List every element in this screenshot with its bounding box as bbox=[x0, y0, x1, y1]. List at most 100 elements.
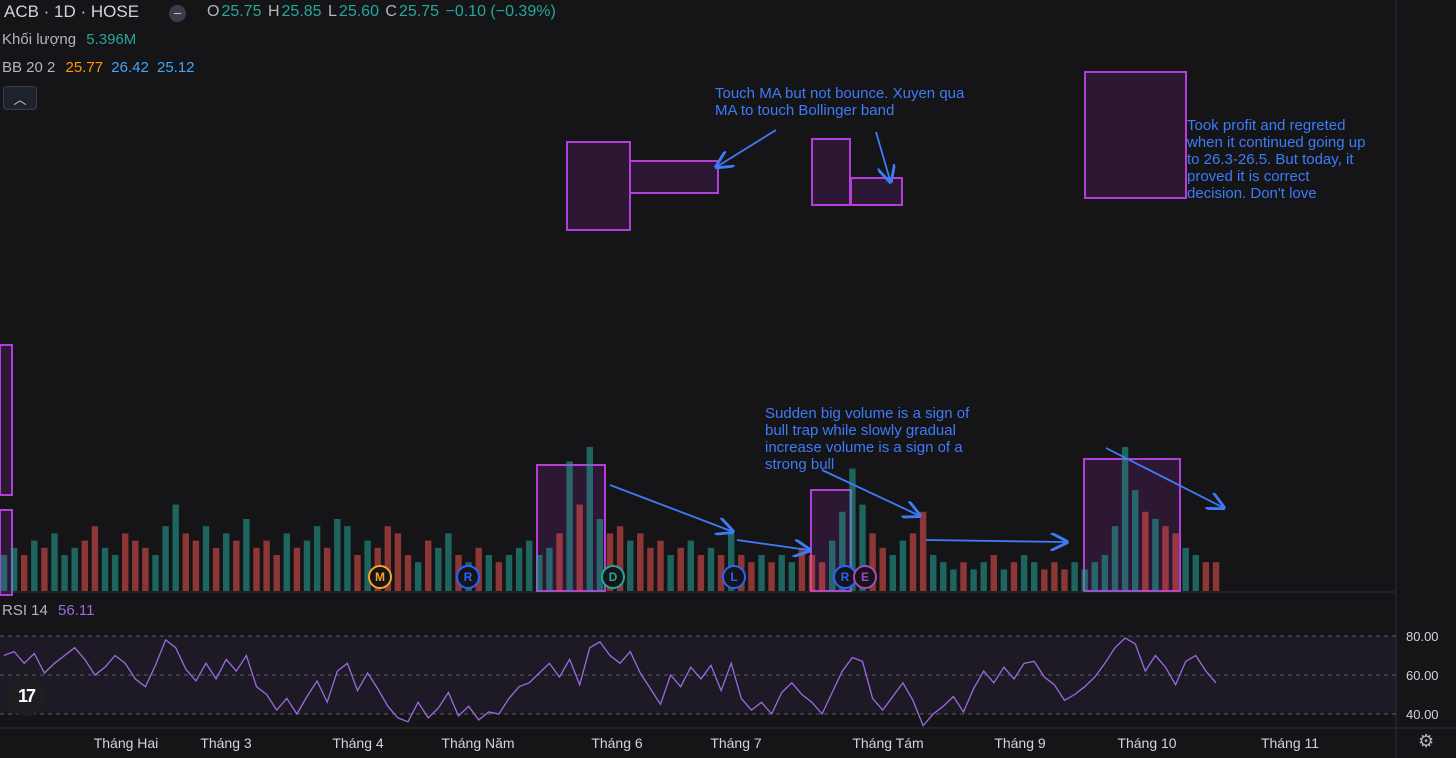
time-tick-label: Tháng 9 bbox=[994, 735, 1046, 751]
volume-bar bbox=[869, 533, 876, 591]
change-value: −0.10 (−0.39%) bbox=[445, 3, 556, 20]
volume-bar bbox=[1051, 562, 1058, 591]
low-label: L bbox=[328, 3, 337, 20]
bb-mid-value: 25.77 bbox=[65, 59, 104, 76]
symbol-legend: ACB · 1D · HOSE bbox=[4, 2, 139, 22]
volume-bar bbox=[334, 519, 341, 591]
volume-bar bbox=[384, 526, 391, 591]
time-tick-label: Tháng Năm bbox=[441, 735, 514, 751]
gear-icon[interactable]: ⚙ bbox=[1418, 731, 1435, 751]
volume-bar bbox=[505, 555, 513, 591]
time-axis[interactable]: Tháng Hai Tháng 3 Tháng 4 Tháng Năm Tháng 6 T… bbox=[94, 735, 1320, 751]
event-marker[interactable]: M bbox=[368, 565, 392, 589]
volume-bar bbox=[142, 547, 149, 591]
rsi-tick-label: 60.00 bbox=[1406, 668, 1439, 683]
hide-legend-icon[interactable]: – bbox=[169, 4, 186, 22]
volume-bar bbox=[536, 555, 543, 591]
volume-bar bbox=[253, 547, 260, 591]
high-value: 25.85 bbox=[281, 3, 322, 20]
event-marker[interactable]: R bbox=[456, 565, 480, 589]
volume-bar bbox=[717, 555, 725, 591]
volume-bar bbox=[243, 519, 250, 591]
rsi-tick-label: 40.00 bbox=[1406, 707, 1439, 722]
volume-bar bbox=[1101, 555, 1109, 591]
event-marker[interactable]: D bbox=[601, 565, 625, 589]
collapse-legend-button[interactable]: ︿ bbox=[3, 86, 37, 110]
annotation-arrow bbox=[875, 131, 890, 180]
time-tick-label: Tháng 10 bbox=[1117, 735, 1176, 751]
volume-bar bbox=[354, 555, 361, 591]
volume-bar bbox=[1152, 519, 1159, 591]
volume-bar bbox=[596, 519, 604, 591]
volume-bar bbox=[879, 547, 886, 591]
symbol-title: ACB · 1D · HOSE bbox=[4, 2, 140, 21]
volume-bar bbox=[687, 540, 694, 591]
volume-bar bbox=[526, 540, 533, 591]
volume-bar bbox=[980, 562, 987, 591]
volume-bar bbox=[1000, 569, 1008, 591]
ohlc-values: O 25.75 H 25.85 L 25.60 C 25.75 −0.10 (−0.39… bbox=[207, 3, 558, 21]
annotation-arrows bbox=[609, 129, 1222, 550]
close-value: 25.75 bbox=[398, 3, 440, 20]
volume-bar bbox=[485, 555, 492, 591]
volume-bar bbox=[950, 569, 957, 591]
annotation-arrow bbox=[821, 469, 918, 515]
volume-bar bbox=[515, 547, 523, 591]
volume-bar bbox=[637, 533, 644, 591]
annotation-profit: Took profit and regreted when it continue… bbox=[1186, 117, 1365, 202]
volume-label: Khối lượng bbox=[2, 31, 77, 48]
volume-bar bbox=[829, 540, 836, 591]
highlight-box bbox=[850, 177, 903, 206]
event-marker[interactable]: E bbox=[853, 565, 877, 589]
chevron-up-icon: ︿ bbox=[13, 91, 27, 107]
volume-bar bbox=[788, 562, 795, 591]
volume-bar bbox=[202, 526, 210, 591]
volume-bar bbox=[606, 533, 614, 591]
time-tick-label: Tháng 11 bbox=[1261, 735, 1319, 751]
volume-bar bbox=[293, 547, 301, 591]
open-value: 25.75 bbox=[221, 3, 262, 20]
time-tick-label: Tháng 4 bbox=[332, 735, 384, 751]
volume-bar bbox=[41, 547, 48, 591]
highlight-box bbox=[1084, 71, 1187, 199]
volume-bar bbox=[556, 533, 563, 591]
bb-legend: BB 20 2 25.77 26.42 25.12 bbox=[2, 59, 195, 76]
volume-bar bbox=[899, 540, 907, 591]
highlight-box bbox=[811, 138, 851, 206]
volume-bar bbox=[667, 555, 674, 591]
volume-bar bbox=[1031, 562, 1038, 591]
volume-bar bbox=[394, 533, 402, 591]
highlight-box bbox=[566, 141, 631, 231]
volume-bar bbox=[586, 447, 593, 591]
volume-bar bbox=[1132, 490, 1139, 591]
rsi-legend: RSI 14 56.11 bbox=[2, 602, 94, 619]
volume-legend: Khối lượng 5.396M bbox=[2, 31, 136, 48]
volume-bar bbox=[223, 533, 230, 591]
volume-bar bbox=[808, 555, 816, 591]
volume-bar bbox=[162, 526, 169, 591]
volume-bar bbox=[657, 540, 664, 591]
volume-bar bbox=[313, 526, 321, 591]
annotation-arrow bbox=[609, 484, 731, 531]
volume-bar bbox=[697, 555, 705, 591]
volume-bar bbox=[1020, 555, 1028, 591]
volume-bar bbox=[10, 547, 18, 591]
annotation-texts: Touch MA but not bounce. Xuyen qua MA to … bbox=[715, 85, 1365, 473]
annotation-arrow bbox=[718, 129, 777, 166]
price-axis[interactable]: 27.0026.0025.0024.0023.0022.0021.0020.00… bbox=[1398, 0, 1448, 722]
volume-bar bbox=[1091, 562, 1098, 591]
volume-value: 5.396M bbox=[86, 31, 137, 48]
volume-bar bbox=[616, 526, 624, 591]
volume-bar bbox=[1182, 547, 1189, 591]
volume-bar bbox=[111, 555, 119, 591]
volume-bar bbox=[1111, 526, 1119, 591]
volume-bar bbox=[404, 555, 412, 591]
volume-bar bbox=[839, 511, 846, 591]
tradingview-logo-icon[interactable]: 17 bbox=[6, 676, 46, 716]
event-marker[interactable]: L bbox=[722, 565, 746, 589]
volume-bar bbox=[566, 461, 573, 591]
volume-bar bbox=[728, 533, 735, 591]
volume-bar bbox=[758, 555, 765, 591]
rsi-tick-label: 80.00 bbox=[1406, 629, 1439, 644]
